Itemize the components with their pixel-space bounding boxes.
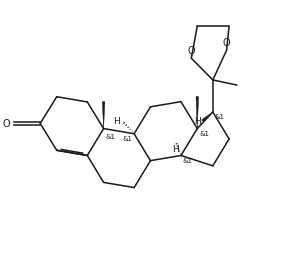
- Text: H: H: [173, 144, 179, 153]
- Text: O: O: [2, 119, 10, 129]
- Polygon shape: [196, 97, 198, 129]
- Polygon shape: [202, 113, 213, 122]
- Text: &1: &1: [105, 134, 116, 140]
- Text: H: H: [194, 117, 200, 126]
- Text: &1: &1: [183, 157, 193, 163]
- Text: O: O: [187, 46, 195, 56]
- Polygon shape: [102, 102, 105, 129]
- Text: H: H: [113, 117, 120, 126]
- Text: &1: &1: [199, 130, 209, 136]
- Text: &1: &1: [215, 114, 225, 120]
- Text: O: O: [223, 38, 230, 48]
- Text: &1: &1: [123, 135, 133, 141]
